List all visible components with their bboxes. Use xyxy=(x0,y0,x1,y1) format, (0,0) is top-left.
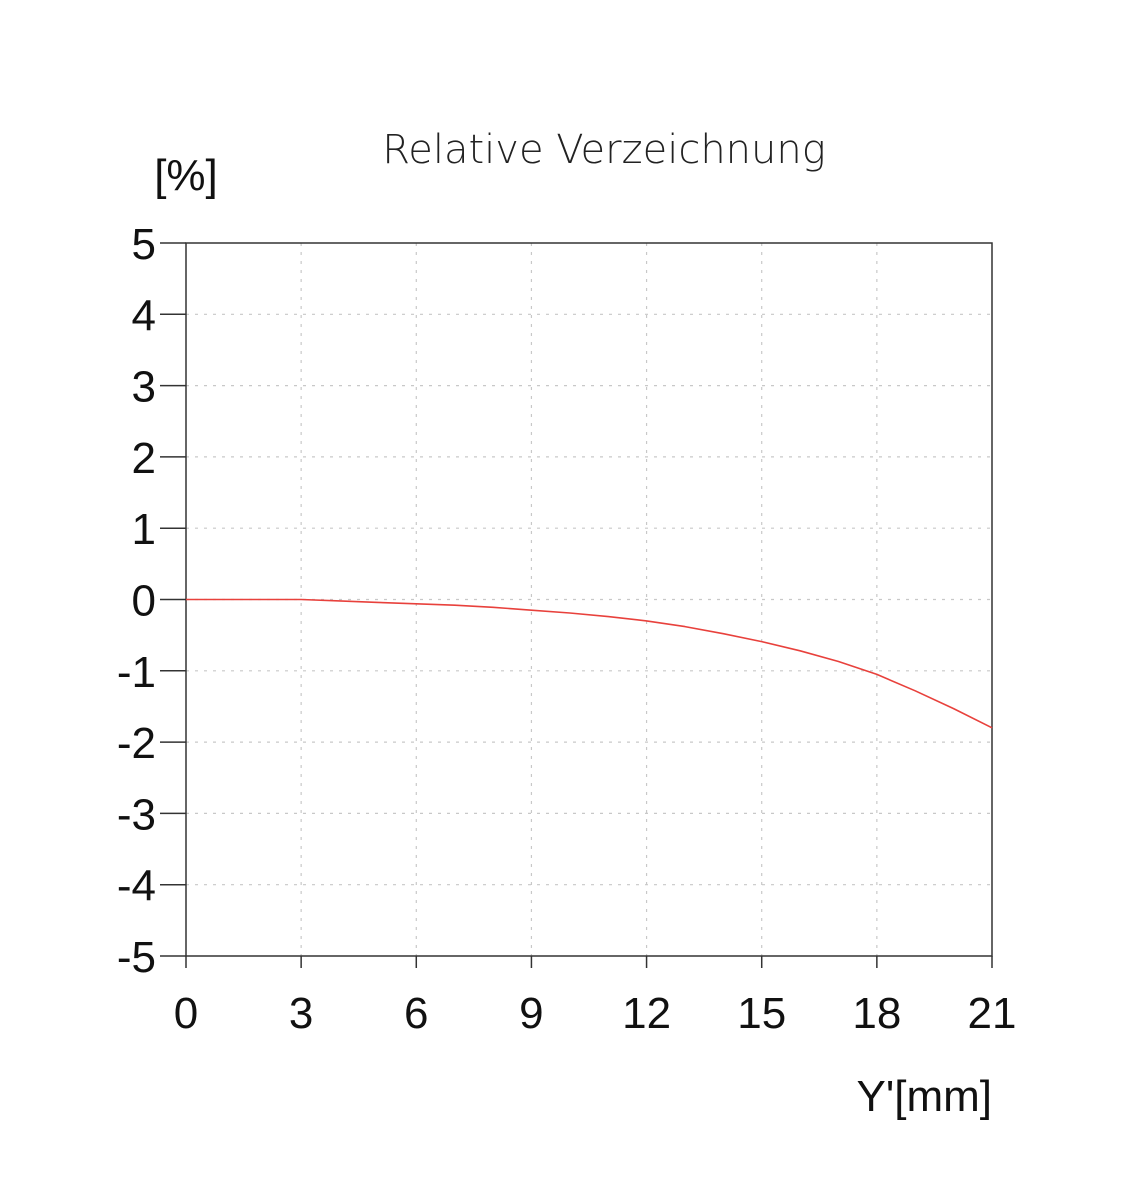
y-tick-label: -5 xyxy=(117,933,156,982)
distortion-curve xyxy=(186,598,993,729)
y-tick-label: -1 xyxy=(117,648,156,697)
series-layer xyxy=(186,598,993,729)
y-tick-label: 5 xyxy=(132,220,156,269)
x-tick-label: 0 xyxy=(174,989,198,1038)
y-tick-label: 4 xyxy=(132,291,156,340)
y-tick-label: -4 xyxy=(117,862,156,911)
y-tick-label: 0 xyxy=(132,577,156,626)
y-tick-label: 1 xyxy=(132,505,156,554)
y-tick-label: -2 xyxy=(117,719,156,768)
grid-lines xyxy=(186,243,992,956)
y-axis-label: [%] xyxy=(154,151,218,200)
y-tick-label: 2 xyxy=(132,434,156,483)
y-tick-label: 3 xyxy=(132,363,156,412)
x-tick-label: 12 xyxy=(622,989,671,1038)
chart-title: Relative Verzeichnung xyxy=(382,127,825,173)
axis-ticks xyxy=(160,242,993,968)
x-tick-label: 3 xyxy=(289,989,313,1038)
x-tick-label: 18 xyxy=(852,989,901,1038)
x-tick-label: 15 xyxy=(737,989,786,1038)
x-axis-label: Y'[mm] xyxy=(856,1072,992,1121)
x-tick-label: 9 xyxy=(519,989,543,1038)
x-tick-label: 6 xyxy=(404,989,428,1038)
y-tick-label: -3 xyxy=(117,790,156,839)
x-tick-label: 21 xyxy=(968,989,1017,1038)
